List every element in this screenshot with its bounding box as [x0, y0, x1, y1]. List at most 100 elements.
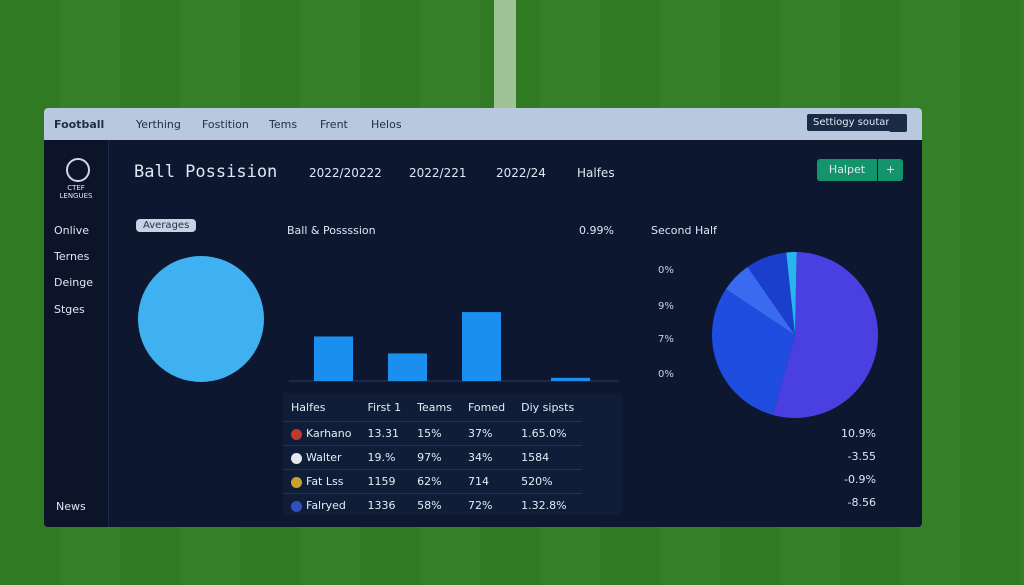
cell-text: 72%: [467, 499, 493, 512]
table-cell: 58%: [409, 493, 460, 517]
cell-text: 1336: [367, 499, 396, 512]
average-circle: [138, 256, 264, 382]
header-cell: Teams: [417, 400, 452, 414]
averages-pill: Averages: [136, 219, 197, 232]
table-cell: 15%: [409, 421, 460, 446]
cell-text: Fat Lss: [306, 475, 344, 488]
bar: [314, 336, 353, 381]
help-button[interactable]: Halpet: [817, 159, 877, 181]
filter[interactable]: 2022/221: [409, 166, 467, 180]
filter[interactable]: 2022/20222: [309, 166, 382, 180]
cell-text: 97%: [417, 451, 442, 464]
header-cell: Fomed: [467, 400, 506, 414]
pie-title: Second Half: [651, 224, 717, 237]
filter[interactable]: Halfes: [577, 166, 615, 180]
table-cell: 37%: [459, 421, 514, 446]
side-item[interactable]: Ternes: [54, 250, 90, 263]
brand[interactable]: Football: [54, 118, 105, 131]
side-value: -8.56: [847, 496, 876, 509]
table-cell: 1336: [359, 493, 410, 517]
side-item[interactable]: News: [56, 500, 86, 513]
logo-text: CTEF LENGUES: [59, 184, 93, 200]
side-value: -0.9%: [844, 473, 876, 486]
flag: [291, 476, 302, 488]
cell-text: 714: [467, 475, 489, 488]
add-button[interactable]: +: [878, 159, 903, 181]
bar: [551, 377, 590, 381]
cell-text: 520%: [521, 475, 553, 488]
cell-text: Walter: [306, 451, 342, 464]
pie-axis-label: 7%: [658, 334, 674, 345]
table-cell: 97%: [409, 445, 460, 470]
cell-text: Karhano: [306, 427, 352, 440]
table-cell: Falryed: [283, 493, 360, 517]
header-cell: Halfes: [291, 400, 326, 414]
pie-axis-label: 9%: [658, 301, 674, 312]
filter[interactable]: 2022/24: [496, 166, 546, 180]
flag: [291, 428, 302, 440]
side-item[interactable]: Stges: [54, 303, 85, 316]
table-row: Walter 19.% 97% 34% 1584: [283, 445, 583, 470]
nav-bar: Football Yerthing Fostition Tems Frent H…: [44, 108, 922, 140]
settings-button[interactable]: Settiogy soutars: [807, 114, 901, 131]
header-row: Halfes First 1 Teams Fomed Diy sipsts: [283, 393, 582, 422]
pie-axis-label: 0%: [658, 265, 674, 276]
table-cell: 520%: [513, 469, 583, 494]
pie-slice: [772, 252, 878, 418]
table-cell: Karhano: [283, 421, 360, 446]
header-cell: First 1: [367, 400, 402, 414]
charts: 0% 9% 7% 0%: [289, 252, 878, 418]
table-panel: Halfes First 1 Teams Fomed Diy sipsts Karhano…: [283, 393, 622, 517]
nav-item[interactable]: Yerthing: [136, 118, 181, 131]
flag: [291, 500, 302, 512]
table-cell: 72%: [459, 493, 514, 517]
pie-slice: [786, 252, 797, 335]
side-value: 10.9%: [841, 427, 876, 440]
table-cell: 13.31: [359, 421, 410, 446]
table: Halfes First 1 Teams Fomed Diy sipsts Karhano…: [283, 393, 583, 517]
cell-text: 1584: [521, 451, 550, 464]
table-row: Falryed 1336 58% 72% 1.32.8%: [283, 493, 583, 517]
cell-text: 58%: [417, 499, 442, 512]
logo: [66, 158, 90, 182]
table-row: Fat Lss 1159 62% 714 520%: [283, 469, 583, 494]
table-cell: 19.%: [359, 445, 410, 470]
dashboard: Football Yerthing Fostition Tems Frent H…: [44, 108, 922, 527]
table-cell: Fat Lss: [283, 469, 360, 494]
table-cell: 1159: [359, 469, 410, 494]
page-title: Ball Possision: [134, 162, 278, 182]
table-cell: 1584: [513, 445, 583, 470]
table-cell: 714: [459, 469, 514, 494]
cell-text: 15%: [417, 427, 442, 440]
sidebar: CTEF LENGUES Onlive Ternes Deinge Stges …: [44, 140, 109, 527]
side-item[interactable]: Onlive: [54, 224, 90, 237]
table-cell: 1.32.8%: [513, 493, 583, 517]
table-row: Karhano 13.31 15% 37% 1.65.0%: [283, 421, 583, 446]
pie-slice: [712, 289, 795, 415]
cell-text: 1159: [367, 475, 396, 488]
cell-text: 19.%: [367, 451, 396, 464]
side-item[interactable]: Deinge: [54, 276, 94, 289]
table-cell: Walter: [283, 445, 360, 470]
table-cell: 34%: [459, 445, 514, 470]
nav-item[interactable]: Tems: [269, 118, 298, 131]
side-value: -3.55: [847, 450, 876, 463]
bar: [462, 312, 501, 381]
nav-item[interactable]: Frent: [320, 118, 348, 131]
dropdown-button[interactable]: [889, 114, 907, 132]
pie-slice: [725, 266, 795, 335]
cell-text: Falryed: [306, 499, 346, 512]
cell-text: 62%: [417, 475, 442, 488]
cell-text: 1.32.8%: [521, 499, 567, 512]
pie-axis-label: 0%: [658, 369, 674, 380]
nav-item[interactable]: Fostition: [202, 118, 249, 131]
bar-value: 0.99%: [579, 224, 614, 237]
table-cell: 1.65.0%: [513, 421, 583, 446]
nav-item[interactable]: Helos: [371, 118, 402, 131]
cell-text: 37%: [467, 427, 493, 440]
cell-text: 34%: [467, 451, 493, 464]
bar: [388, 353, 427, 381]
bar-title: Ball & Possssion: [287, 224, 376, 237]
table-cell: 62%: [409, 469, 460, 494]
